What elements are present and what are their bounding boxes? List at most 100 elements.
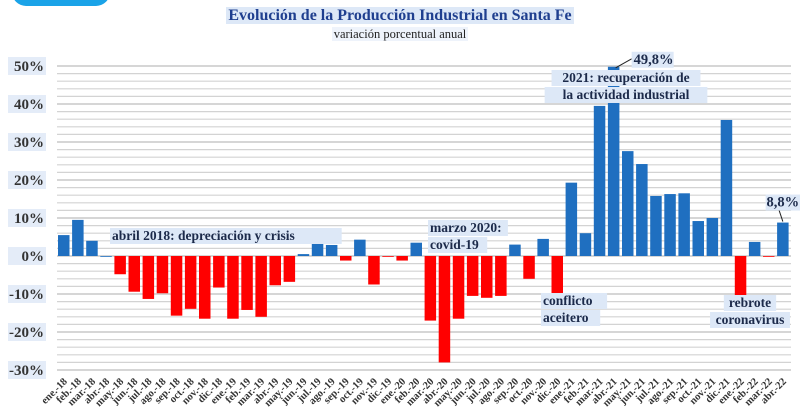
annotation-bg (428, 237, 488, 253)
y-tick-bg (8, 247, 46, 265)
annotation-bg (723, 295, 777, 311)
y-tick-label: 40% (14, 97, 44, 113)
annotation: rebrote coronavirus (710, 295, 790, 328)
bar-may-18 (114, 256, 126, 275)
y-tick-bg (8, 209, 46, 227)
y-tick-bg (8, 57, 46, 75)
bar-nov-18 (199, 256, 211, 319)
bar-oct-19 (354, 239, 366, 256)
bar-ene-20 (396, 256, 408, 261)
bar-oct-21 (692, 221, 704, 256)
leader-line (615, 58, 632, 69)
chart-title-text: Evolución de la Producción Industrial en… (226, 7, 574, 24)
annotations: abril 2018: depreciación y crisis marzo 2… (110, 51, 800, 328)
annotation-bg (544, 87, 708, 103)
bar-oct-20 (523, 256, 535, 279)
annotation-text: la actividad industrial (563, 87, 690, 102)
annotation-bg (541, 310, 601, 326)
bar-dic-19 (382, 256, 394, 257)
bar-nov-21 (706, 218, 719, 256)
corner-tab (12, 0, 110, 6)
y-tick-label: 20% (14, 173, 44, 189)
bar-jun-18 (128, 256, 140, 292)
y-tick-bg (8, 285, 46, 303)
bar-may-20 (452, 256, 465, 319)
annotation-text: conflicto (543, 293, 593, 308)
bar-may-19 (283, 256, 296, 282)
annotation-text: abril 2018: depreciación y crisis (112, 228, 295, 243)
bar-jun-20 (466, 256, 479, 296)
bar-feb-21 (579, 233, 592, 256)
chart-title: Evolución de la Producción Industrial en… (0, 7, 800, 25)
bar-jun-21 (636, 164, 648, 256)
y-tick-label: -20% (9, 325, 44, 341)
y-tick-label: 50% (14, 59, 44, 75)
annotation-bg (541, 293, 608, 309)
bar-jun-19 (297, 254, 310, 256)
annotation: marzo 2020: covid-19 (428, 220, 508, 253)
x-axis: ene.-18feb.-18mar.-18abr.-18may.-18jun.-… (40, 376, 789, 409)
value-label-bg (631, 51, 674, 68)
annotation-text: 2021: recuperación de (562, 70, 689, 85)
value-label-text: 49,8% (634, 52, 674, 68)
annotation-text: marzo 2020: (430, 220, 502, 235)
annotation: abril 2018: depreciación y crisis (110, 228, 342, 244)
annotation-text: coronavirus (716, 312, 785, 327)
y-tick-bg (8, 133, 46, 151)
bar-abr-20 (438, 256, 451, 363)
value-label-text: 8,8% (767, 195, 800, 211)
bar-ene-18 (58, 235, 70, 256)
bar-dic-18 (213, 256, 225, 288)
bar-sep-20 (509, 244, 521, 256)
bar-sep-18 (170, 256, 183, 316)
bar-ago-18 (156, 256, 169, 294)
chart-subtitle: variación porcentual anual (0, 27, 800, 42)
bar-jul-20 (481, 256, 493, 298)
annotation-bg (710, 312, 790, 328)
bar-feb-18 (72, 219, 84, 256)
value-label: 49,8% (615, 51, 674, 69)
value-label-bg (765, 194, 800, 211)
bar-feb-20 (410, 242, 422, 256)
bar-mar-22 (763, 256, 775, 257)
y-tick-label: -10% (9, 287, 44, 303)
bar-jul-19 (311, 238, 324, 256)
bar-nov-19 (368, 256, 380, 285)
bar-dic-20 (551, 256, 563, 296)
bar-ago-19 (325, 244, 338, 256)
bar-nov-20 (537, 238, 549, 256)
y-tick-bg (8, 171, 46, 189)
bar-feb-22 (748, 241, 761, 256)
bar-jul-21 (650, 195, 662, 256)
bar-ago-21 (664, 194, 676, 256)
y-axis: 50% 40% 30% 20% 10% 0% -10% -20% -30% (8, 57, 46, 379)
y-tick-label: -30% (9, 363, 44, 379)
bars (58, 66, 789, 363)
bar-mar-21 (593, 105, 606, 257)
bar-jul-18 (142, 256, 155, 299)
annotation-text: covid-19 (430, 237, 479, 252)
bar-feb-19 (241, 256, 253, 310)
annotation-text: rebrote (729, 295, 771, 310)
bar-ene-22 (734, 256, 747, 297)
leader-line (778, 209, 784, 222)
bar-ago-20 (495, 256, 507, 296)
bar-abr-22 (777, 222, 789, 256)
bar-mar-19 (255, 256, 267, 317)
bar-ene-21 (565, 182, 578, 256)
bar-ene-19 (227, 256, 239, 319)
annotation-bg (110, 228, 342, 244)
bar-may-21 (622, 151, 634, 256)
y-tick-label: 10% (14, 211, 44, 227)
value-label: 8,8% (765, 194, 800, 222)
y-tick-label: 0% (22, 249, 45, 265)
bar-abr-21 (607, 66, 620, 256)
y-tick-bg (8, 361, 46, 379)
annotation-bg (428, 220, 508, 236)
bar-sep-21 (678, 193, 690, 256)
bar-mar-20 (424, 256, 437, 321)
annotation-text: aceitero (543, 310, 589, 325)
annotation: conflicto aceitero (541, 293, 608, 326)
y-tick-bg (8, 323, 46, 341)
